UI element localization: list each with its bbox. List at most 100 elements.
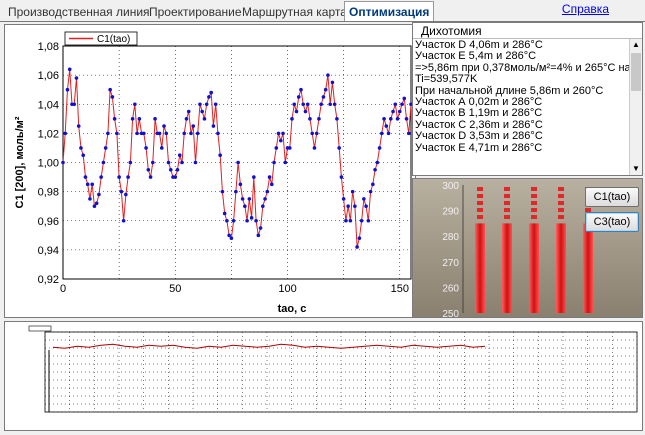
data-point — [406, 131, 411, 136]
data-point — [270, 182, 274, 187]
tube-scale-label: 300 — [442, 181, 459, 192]
data-point — [290, 117, 294, 121]
help-link[interactable]: Справка — [561, 2, 609, 16]
data-point — [231, 218, 236, 223]
log-line: Участок В 1,19m и 286°C — [415, 107, 543, 120]
data-point — [83, 175, 88, 179]
data-point — [99, 175, 103, 179]
data-point — [312, 146, 317, 150]
data-point — [135, 131, 139, 136]
data-point — [384, 124, 389, 128]
data-point — [186, 109, 191, 114]
mini-chart-panel — [4, 321, 643, 431]
data-point — [115, 131, 119, 136]
data-point — [130, 117, 135, 121]
data-point — [276, 131, 281, 136]
tube-segment — [558, 187, 564, 191]
data-point — [238, 182, 243, 187]
data-point — [202, 117, 207, 121]
data-point — [207, 95, 211, 99]
main-chart: 0,92 0,94 0,96 0,98 1,00 1,02 1,04 1,06 1,08 0 50 1… — [14, 31, 413, 315]
y-tick-label: 0,92 — [38, 274, 59, 286]
tube-segment — [477, 208, 483, 212]
data-point — [362, 197, 366, 201]
data-point — [103, 146, 108, 150]
y-axis-label: C1 [200], моль/м² — [14, 116, 26, 208]
data-point — [373, 167, 377, 172]
tab-optimization[interactable]: Оптимизация — [344, 1, 435, 22]
tube-segment — [531, 194, 537, 198]
data-point — [368, 189, 373, 194]
data-point — [323, 87, 328, 92]
data-point — [328, 102, 332, 107]
data-point — [261, 204, 265, 208]
c1-tao-button[interactable]: C1(tao) — [585, 187, 639, 207]
data-point — [79, 146, 83, 150]
data-point — [263, 197, 267, 201]
data-point — [128, 160, 133, 165]
tube-segment — [477, 201, 483, 205]
tab-production-line[interactable]: Производственная линия — [8, 5, 150, 19]
scroll-down-arrow-icon[interactable]: ▼ — [632, 164, 640, 173]
tube-segment — [504, 208, 510, 212]
c3-tao-button[interactable]: C3(tao) — [585, 212, 639, 232]
data-point — [220, 189, 225, 194]
data-point — [258, 226, 263, 230]
data-point — [240, 197, 245, 201]
data-point — [332, 102, 337, 107]
scroll-thumb[interactable] — [631, 53, 641, 91]
tube-scale-label: 250 — [442, 309, 459, 317]
data-point — [213, 102, 218, 107]
data-point — [177, 153, 182, 158]
data-point — [353, 204, 357, 208]
data-point — [245, 218, 249, 223]
data-point — [330, 80, 335, 85]
tube-scale-label: 280 — [442, 232, 459, 243]
data-point — [142, 131, 146, 136]
data-point — [108, 87, 112, 92]
data-point — [243, 204, 247, 208]
log-scrollbar[interactable]: ▲ ▼ — [629, 39, 642, 175]
data-point — [198, 102, 202, 107]
data-point — [397, 109, 402, 114]
data-point — [337, 146, 341, 150]
log-title-divider — [413, 38, 642, 39]
y-tick-label: 0,96 — [38, 216, 59, 228]
data-point — [249, 216, 254, 220]
log-line: Участок С 2,36m и 286°C — [415, 118, 543, 131]
data-point — [153, 117, 157, 121]
data-point — [67, 67, 72, 72]
tube-segment — [504, 215, 510, 219]
data-point — [162, 124, 166, 128]
data-point — [151, 160, 155, 165]
data-point — [184, 117, 189, 121]
tube-segment — [477, 215, 483, 219]
data-point — [247, 197, 252, 201]
data-point — [364, 204, 368, 208]
data-point — [225, 218, 229, 223]
data-point — [63, 131, 68, 136]
tab-route-map[interactable]: Маршрутная карта — [242, 5, 347, 19]
data-point — [278, 138, 283, 143]
mini-legend — [28, 325, 52, 332]
data-point — [234, 189, 238, 194]
data-point — [303, 109, 308, 114]
data-point — [335, 117, 339, 121]
log-title: Дихотомия — [421, 24, 482, 38]
data-point — [404, 117, 409, 121]
data-point — [88, 197, 92, 201]
data-point — [292, 102, 297, 107]
tube-segment — [558, 208, 564, 212]
data-point — [326, 73, 330, 77]
data-point — [229, 236, 234, 241]
data-point — [305, 102, 310, 107]
data-point — [168, 167, 173, 172]
tube-segment — [531, 201, 537, 205]
data-point — [85, 182, 90, 187]
scroll-up-arrow-icon[interactable]: ▲ — [632, 40, 640, 49]
data-point — [402, 96, 407, 101]
data-point — [377, 146, 382, 150]
data-point — [191, 124, 196, 128]
data-point — [409, 102, 413, 107]
tab-design[interactable]: Проектирование — [149, 5, 242, 19]
